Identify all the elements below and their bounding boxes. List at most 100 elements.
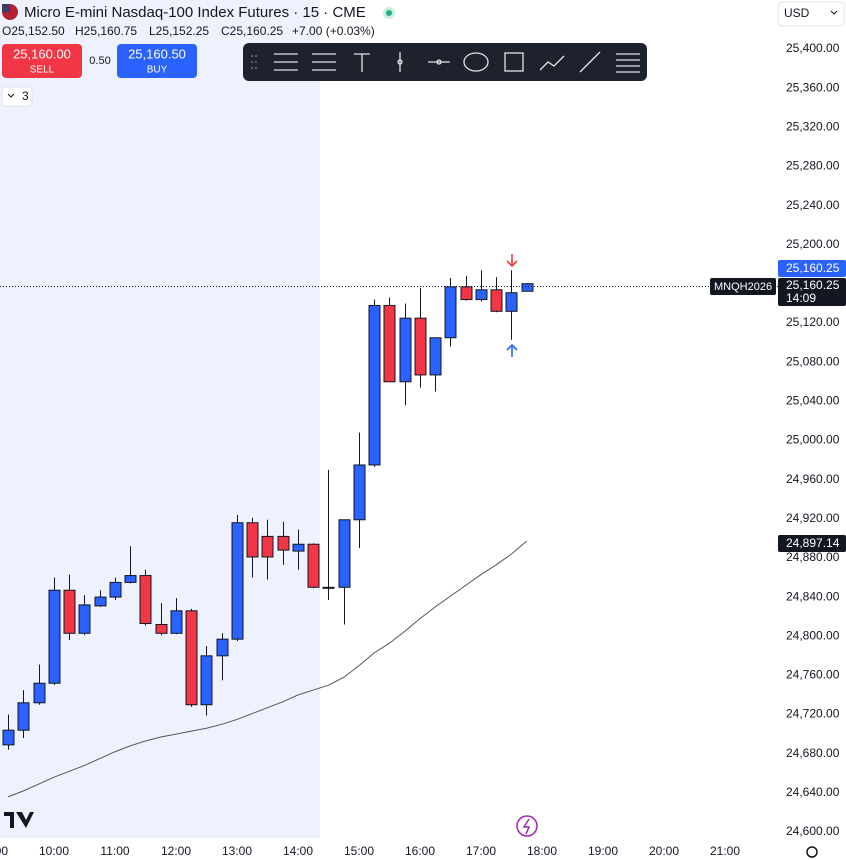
candle-body xyxy=(277,535,290,551)
event-icon[interactable] xyxy=(516,815,538,837)
y-tick-label: 24,800.00 xyxy=(786,628,840,642)
candle-body xyxy=(124,575,137,583)
buy-button[interactable] xyxy=(117,44,197,78)
candle-body xyxy=(139,575,152,625)
ohlc-change: +7.00 (+0.03%) xyxy=(292,24,375,38)
y-tick-label: 24,600.00 xyxy=(786,824,840,838)
x-tick-label: 11:00 xyxy=(100,844,129,858)
symbol-label: MNQH2026 xyxy=(714,281,772,293)
status-dot xyxy=(386,10,392,16)
y-tick-label: 24,880.00 xyxy=(786,550,840,564)
candle-body xyxy=(307,543,320,588)
sell-label[interactable]: SELL xyxy=(30,65,55,76)
header: Micro E-mini Nasdaq-100 Index Futures · … xyxy=(1,1,845,107)
currency[interactable]: USD xyxy=(784,6,810,20)
candle-body xyxy=(292,543,305,552)
chevron-icon[interactable] xyxy=(830,10,838,15)
chevron-icon[interactable] xyxy=(7,93,15,98)
candle-body xyxy=(185,610,198,706)
plot-area xyxy=(2,270,534,798)
y-tick-label: 24,840.00 xyxy=(786,589,840,603)
tool-path[interactable] xyxy=(539,55,565,71)
countdown: 14:09 xyxy=(786,291,816,305)
indicator-count[interactable]: 3 xyxy=(22,89,29,103)
buy-price[interactable]: 25,160.50 xyxy=(128,46,186,61)
y-tick-label: 24,720.00 xyxy=(786,707,840,721)
buy-label[interactable]: BUY xyxy=(147,65,168,76)
tool-trend[interactable] xyxy=(579,51,601,73)
y-tick-label: 24,960.00 xyxy=(786,472,840,486)
candle-body xyxy=(17,702,30,731)
y-tick-label: 24,680.00 xyxy=(786,746,840,760)
tool-hline[interactable] xyxy=(436,59,442,65)
ohlc-low: L25,152.25 xyxy=(149,24,209,38)
y-tick-label: 25,040.00 xyxy=(786,394,840,408)
candle-body xyxy=(322,586,335,589)
drag-handle[interactable] xyxy=(251,55,257,69)
ohlc-high: H25,160.75 xyxy=(75,24,137,38)
candle-body xyxy=(216,638,229,657)
candle-body xyxy=(109,581,122,598)
settings-icon[interactable] xyxy=(806,846,818,858)
ohlc-close: C25,160.25 xyxy=(221,24,283,38)
spread: 0.50 xyxy=(89,55,110,67)
tool-vline[interactable] xyxy=(397,59,403,65)
indicator-toggle[interactable] xyxy=(1,86,33,107)
candle-body xyxy=(231,522,244,640)
moving-average xyxy=(8,540,528,798)
candle-body xyxy=(399,317,412,383)
x-tick-label: 21:00 xyxy=(710,844,740,858)
sell-button[interactable] xyxy=(2,44,82,78)
y-tick-label: 25,240.00 xyxy=(786,198,840,212)
y-tick-label: 25,280.00 xyxy=(786,159,840,173)
ohlc-open: O25,152.50 xyxy=(2,24,65,38)
y-tick-label: 25,400.00 xyxy=(786,41,840,55)
logo xyxy=(4,812,34,828)
y-tick-label: 24,640.00 xyxy=(786,785,840,799)
session-shade xyxy=(0,0,320,838)
flag-icon xyxy=(2,4,10,12)
drawing-toolbar xyxy=(243,43,647,81)
event-icon[interactable] xyxy=(522,818,531,835)
candle-body xyxy=(353,464,366,521)
candle-body xyxy=(429,337,442,376)
y-tick-label: 25,320.00 xyxy=(786,119,840,133)
x-tick-label: 12:00 xyxy=(161,844,191,858)
tool-fib[interactable] xyxy=(274,53,298,71)
ask-label: 25,160.25 xyxy=(786,261,840,275)
candle-body xyxy=(170,610,183,634)
tool-more[interactable] xyxy=(616,53,640,73)
candle-body xyxy=(475,289,488,301)
x-tick-label: 18:00 xyxy=(527,844,557,858)
x-tick-label: 15:00 xyxy=(344,844,374,858)
tool-fib-alt[interactable] xyxy=(312,53,336,71)
y-tick-label: 24,760.00 xyxy=(786,668,840,682)
candle-body xyxy=(48,589,61,684)
x-tick-label: 10:00 xyxy=(39,844,69,858)
tool-ellipse[interactable] xyxy=(463,52,489,72)
candle-body xyxy=(2,729,15,746)
candle-body xyxy=(383,304,396,383)
y-tick-label: 25,360.00 xyxy=(786,80,840,94)
candle-body xyxy=(94,596,107,607)
last-price-label: 25,160.25 xyxy=(786,278,840,292)
sell-price[interactable]: 25,160.00 xyxy=(13,46,71,61)
y-tick-label: 25,080.00 xyxy=(786,354,840,368)
y-tick-label: 24,920.00 xyxy=(786,511,840,525)
currency-select[interactable] xyxy=(777,1,845,27)
candle-body xyxy=(444,286,457,339)
candle-body xyxy=(33,682,46,704)
tool-text[interactable] xyxy=(354,53,370,72)
candle-body xyxy=(490,289,503,312)
candle-body xyxy=(460,286,473,301)
candle-body xyxy=(155,623,168,634)
candle-body xyxy=(521,283,534,292)
x-tick-label: 14:00 xyxy=(283,844,313,858)
symbol-label-bg xyxy=(710,278,776,295)
x-tick-label: 20:00 xyxy=(649,844,679,858)
tool-rect[interactable] xyxy=(504,52,524,72)
x-tick-label: 19:00 xyxy=(588,844,618,858)
ask-label-bg xyxy=(778,260,846,277)
x-tick-label: 09:00 xyxy=(0,844,8,858)
